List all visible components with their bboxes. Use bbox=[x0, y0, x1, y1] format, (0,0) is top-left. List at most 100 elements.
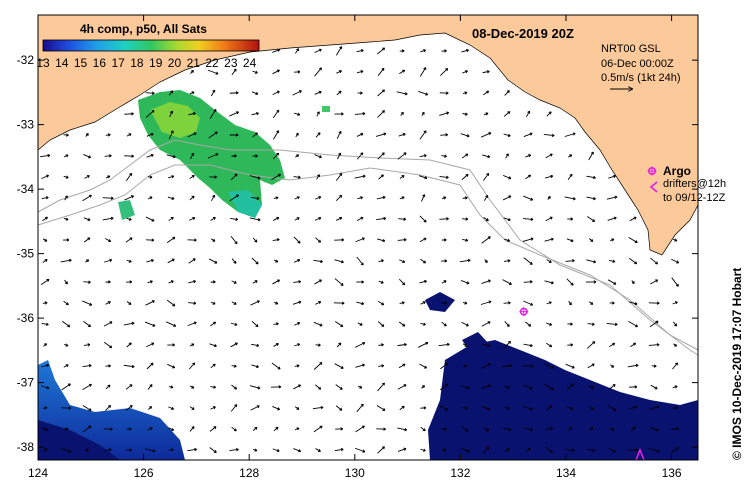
current-arrow-head bbox=[47, 153, 51, 156]
current-arrow bbox=[272, 217, 280, 221]
current-arrow bbox=[146, 154, 154, 158]
current-arrow-head bbox=[593, 196, 596, 200]
info-line-scale: 0.5m/s (1kt 24h) bbox=[601, 72, 680, 84]
current-arrow-head bbox=[464, 196, 468, 199]
current-arrow-head bbox=[465, 343, 468, 347]
current-arrow bbox=[546, 322, 552, 326]
current-arrow-head bbox=[341, 301, 345, 304]
current-arrow-head bbox=[634, 405, 637, 408]
current-arrow-head bbox=[276, 109, 279, 112]
current-arrow-head bbox=[151, 91, 155, 94]
current-arrow bbox=[83, 237, 91, 243]
current-arrow bbox=[608, 259, 616, 263]
current-arrow bbox=[481, 406, 491, 410]
current-arrow bbox=[564, 133, 576, 137]
current-arrow-head bbox=[530, 302, 534, 306]
current-arrow-head bbox=[593, 260, 597, 263]
current-arrow-head bbox=[570, 406, 574, 410]
current-arrow bbox=[271, 362, 281, 370]
current-arrow bbox=[188, 280, 196, 284]
current-arrow bbox=[209, 426, 217, 432]
current-arrow-head bbox=[405, 92, 408, 95]
current-arrow-head bbox=[88, 364, 92, 366]
current-arrow-head bbox=[423, 428, 426, 431]
current-arrow bbox=[672, 362, 678, 370]
current-arrow-head bbox=[131, 112, 134, 115]
current-arrow bbox=[462, 218, 468, 220]
current-arrow bbox=[231, 384, 237, 390]
current-arrow bbox=[525, 154, 531, 158]
current-arrow bbox=[545, 216, 553, 222]
current-arrow bbox=[249, 175, 261, 179]
current-arrow bbox=[231, 68, 237, 76]
current-arrow bbox=[397, 152, 407, 160]
current-arrow-head bbox=[612, 259, 616, 263]
current-arrow bbox=[397, 448, 407, 452]
current-arrow-head bbox=[318, 67, 322, 70]
current-arrow bbox=[480, 132, 492, 138]
sst-cold-patches bbox=[38, 292, 698, 460]
lon-tick-label: 126 bbox=[134, 466, 154, 480]
current-arrow-head bbox=[89, 302, 93, 306]
current-arrow bbox=[586, 175, 596, 179]
lat-tick-label: -33 bbox=[17, 118, 35, 132]
current-arrow bbox=[293, 176, 301, 178]
current-arrow-head bbox=[88, 280, 91, 283]
current-arrow bbox=[272, 130, 280, 140]
current-arrow-head bbox=[234, 173, 238, 176]
current-arrow bbox=[630, 342, 636, 348]
current-arrow-head bbox=[446, 217, 449, 220]
current-arrow-head bbox=[443, 448, 447, 451]
current-arrow bbox=[502, 364, 512, 368]
current-arrow-head bbox=[171, 406, 174, 410]
current-arrow-head bbox=[676, 427, 679, 430]
current-arrow-head bbox=[131, 154, 134, 157]
current-arrow bbox=[567, 173, 573, 181]
current-arrow bbox=[543, 133, 555, 137]
current-arrow-head bbox=[297, 112, 301, 116]
current-arrow bbox=[460, 133, 470, 137]
current-arrow bbox=[630, 426, 636, 432]
current-arrow bbox=[168, 216, 174, 222]
current-arrow-head bbox=[360, 49, 364, 51]
current-arrow bbox=[145, 110, 155, 118]
current-arrow bbox=[378, 174, 384, 180]
current-arrow bbox=[83, 281, 91, 283]
current-arrow bbox=[125, 173, 133, 181]
current-arrow-head bbox=[590, 151, 594, 154]
current-arrow-head bbox=[361, 301, 365, 305]
current-arrow bbox=[462, 70, 468, 74]
current-arrow-head bbox=[173, 323, 177, 327]
current-arrow bbox=[460, 447, 470, 453]
current-arrow bbox=[628, 237, 638, 243]
current-arrow-head bbox=[593, 175, 596, 179]
map-frame bbox=[37, 14, 699, 461]
current-arrow bbox=[314, 48, 322, 54]
current-arrow bbox=[566, 383, 574, 391]
current-arrow-head bbox=[341, 324, 344, 327]
current-arrow bbox=[397, 343, 407, 347]
current-arrow bbox=[61, 383, 71, 391]
current-arrow bbox=[230, 173, 238, 181]
current-arrow bbox=[356, 152, 364, 160]
current-arrow bbox=[483, 90, 489, 96]
current-arrow-head bbox=[570, 383, 574, 385]
current-arrow-head bbox=[320, 405, 324, 408]
current-arrow-head bbox=[151, 258, 154, 261]
current-arrow-head bbox=[612, 301, 615, 304]
current-arrow bbox=[523, 133, 533, 137]
current-arrow-head bbox=[464, 301, 468, 304]
current-arrow-head bbox=[317, 174, 320, 177]
current-arrow bbox=[188, 302, 196, 304]
current-arrow bbox=[356, 133, 364, 137]
current-arrow bbox=[315, 448, 321, 452]
current-arrow bbox=[420, 49, 426, 53]
current-arrow-head bbox=[66, 175, 69, 178]
current-arrow bbox=[123, 364, 135, 368]
current-arrow bbox=[461, 426, 469, 432]
current-arrow bbox=[441, 155, 447, 157]
current-arrow bbox=[293, 448, 301, 452]
current-arrow-head bbox=[446, 111, 449, 114]
current-arrow-head bbox=[194, 238, 197, 241]
current-arrow bbox=[482, 446, 490, 454]
